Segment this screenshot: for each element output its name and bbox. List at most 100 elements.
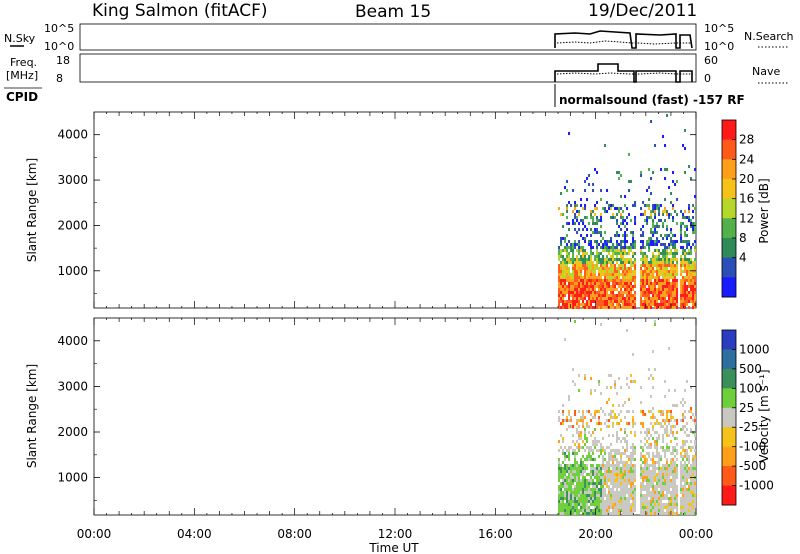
- colorbar-swatch: [722, 446, 736, 467]
- heatmap-cell: [580, 258, 583, 261]
- heatmap-cell: [682, 503, 685, 506]
- heatmap-cell: [694, 491, 697, 494]
- heatmap-cell: [570, 500, 573, 503]
- heatmap-cell: [622, 273, 625, 276]
- heatmap-cell: [594, 288, 597, 291]
- heatmap-cell: [568, 398, 571, 401]
- heatmap-cell: [562, 255, 565, 258]
- heatmap-cell: [620, 279, 623, 282]
- heatmap-cell: [586, 497, 589, 500]
- heatmap-cell: [634, 509, 637, 512]
- heatmap-cell: [630, 279, 633, 282]
- heatmap-cell: [576, 497, 579, 500]
- heatmap-cell: [606, 210, 609, 213]
- heatmap-cell: [690, 294, 693, 297]
- heatmap-cell: [612, 261, 615, 264]
- heatmap-cell: [592, 210, 595, 213]
- heatmap-cell: [644, 470, 647, 473]
- heatmap-cell: [674, 252, 677, 255]
- heatmap-cell: [680, 264, 683, 267]
- heatmap-cell: [684, 306, 687, 309]
- heatmap-cell: [590, 455, 593, 458]
- heatmap-cell: [564, 276, 567, 279]
- heatmap-cell: [620, 216, 623, 219]
- heatmap-cell: [648, 464, 651, 467]
- heatmap-cell: [574, 216, 577, 219]
- heatmap-cell: [594, 443, 597, 446]
- heatmap-cell: [608, 500, 611, 503]
- heatmap-cell: [570, 464, 573, 467]
- heatmap-cell: [628, 494, 631, 497]
- heatmap-cell: [646, 243, 649, 246]
- heatmap-cell: [606, 512, 609, 515]
- heatmap-cell: [562, 276, 565, 279]
- heatmap-cell: [590, 255, 593, 258]
- heatmap-cell: [646, 264, 649, 267]
- heatmap-cell: [594, 506, 597, 509]
- heatmap-cell: [646, 431, 649, 434]
- heatmap-cell: [624, 237, 627, 240]
- heatmap-cell: [650, 500, 653, 503]
- heatmap-cell: [626, 279, 629, 282]
- heatmap-cell: [588, 458, 591, 461]
- time-tick-label: 00:00: [679, 527, 714, 541]
- heatmap-cell: [624, 497, 627, 500]
- heatmap-cell: [664, 177, 667, 180]
- heatmap-cell: [666, 497, 669, 500]
- heatmap-cell: [652, 452, 655, 455]
- heatmap-cell: [694, 464, 697, 467]
- heatmap-cell: [584, 285, 587, 288]
- heatmap-cell: [666, 168, 669, 171]
- heatmap-cell: [606, 503, 609, 506]
- heatmap-cell: [562, 422, 565, 425]
- heatmap-cell: [606, 461, 609, 464]
- heatmap-cell: [616, 240, 619, 243]
- heatmap-cell: [596, 279, 599, 282]
- heatmap-cell: [586, 458, 589, 461]
- heatmap-cell: [582, 440, 585, 443]
- heatmap-cell: [652, 491, 655, 494]
- heatmap-cell: [572, 503, 575, 506]
- heatmap-cell: [612, 467, 615, 470]
- heatmap-cell: [692, 446, 695, 449]
- heatmap-cell: [660, 512, 663, 515]
- heatmap-cell: [590, 210, 593, 213]
- heatmap-cell: [616, 437, 619, 440]
- heatmap-cell: [568, 288, 571, 291]
- heatmap-cell: [578, 261, 581, 264]
- heatmap-cell: [634, 452, 637, 455]
- heatmap-cell: [570, 246, 573, 249]
- heatmap-cell: [684, 252, 687, 255]
- heatmap-cell: [694, 434, 697, 437]
- heatmap-cell: [658, 410, 661, 413]
- heatmap-cell: [640, 279, 643, 282]
- heatmap-cell: [664, 422, 667, 425]
- heatmap-cell: [584, 288, 587, 291]
- heatmap-cell: [652, 413, 655, 416]
- heatmap-cell: [598, 300, 601, 303]
- heatmap-cell: [598, 288, 601, 291]
- heatmap-cell: [640, 285, 643, 288]
- heatmap-cell: [682, 500, 685, 503]
- heatmap-cell: [572, 440, 575, 443]
- heatmap-cell: [676, 458, 679, 461]
- heatmap-cell: [598, 449, 601, 452]
- heatmap-cell: [608, 270, 611, 273]
- heatmap-cell: [626, 479, 629, 482]
- heatmap-cell: [652, 461, 655, 464]
- heatmap-cell: [576, 509, 579, 512]
- heatmap-cell: [674, 255, 677, 258]
- heatmap-cell: [694, 297, 697, 300]
- heatmap-cell: [606, 494, 609, 497]
- heatmap-cell: [634, 303, 637, 306]
- heatmap-cell: [564, 249, 567, 252]
- y-tick-label: 3000: [57, 173, 88, 187]
- heatmap-cell: [642, 294, 645, 297]
- heatmap-cell: [662, 464, 665, 467]
- heatmap-cell: [648, 198, 651, 201]
- heatmap-cell: [588, 222, 591, 225]
- heatmap-cell: [608, 467, 611, 470]
- heatmap-cell: [570, 446, 573, 449]
- heatmap-cell: [622, 261, 625, 264]
- heatmap-cell: [642, 482, 645, 485]
